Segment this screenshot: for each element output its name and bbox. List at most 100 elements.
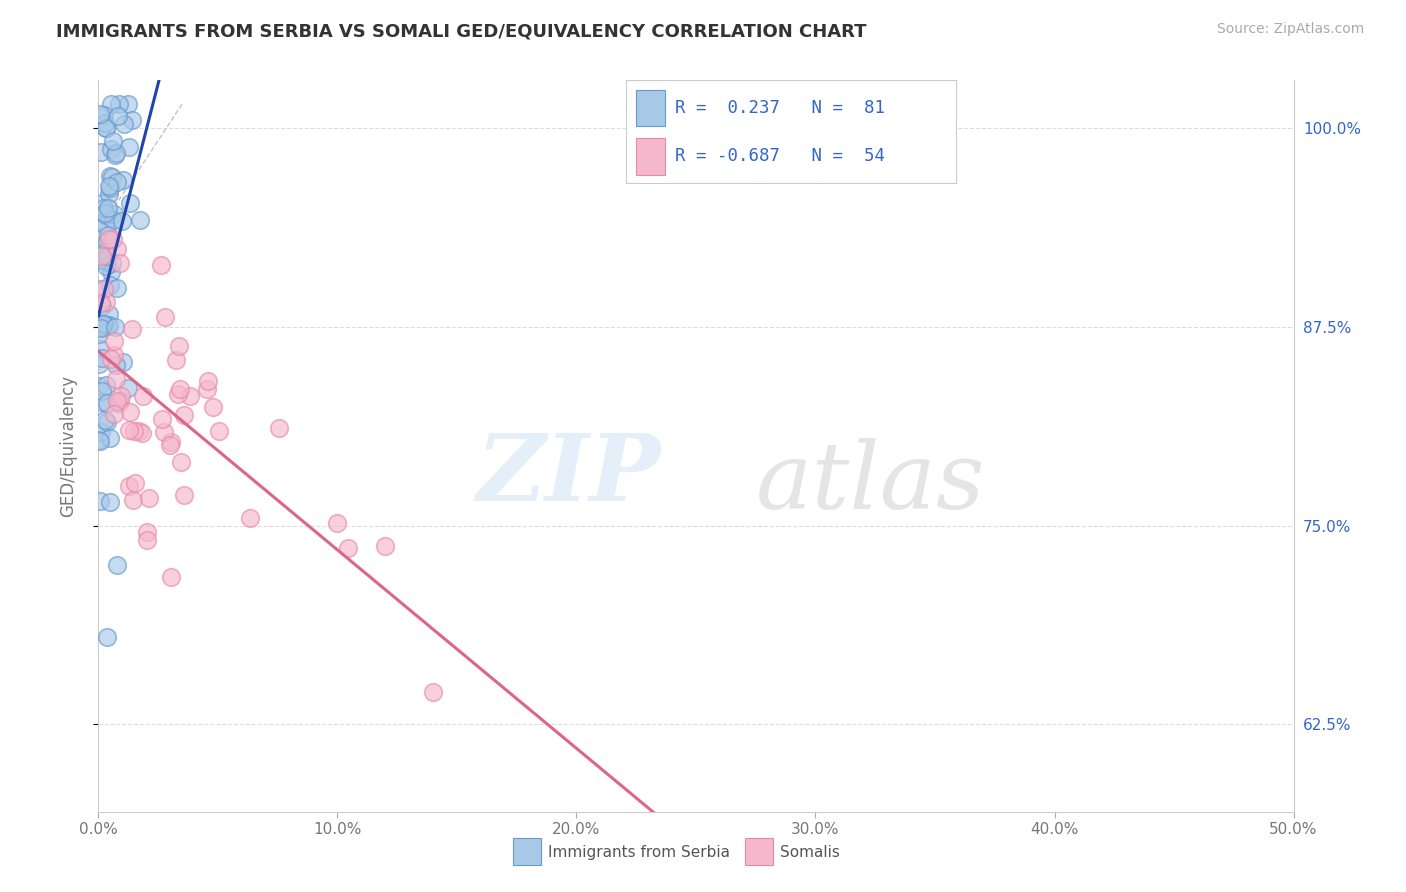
- Point: [326, 516, 349, 530]
- Point: [93, 108, 115, 122]
- Point: [135, 533, 157, 548]
- Point: [104, 145, 127, 160]
- Point: [422, 684, 444, 698]
- Point: [121, 493, 143, 508]
- Point: [108, 393, 131, 408]
- Point: [117, 97, 139, 112]
- Text: atlas: atlas: [756, 438, 986, 527]
- Point: [94, 120, 117, 135]
- Point: [103, 334, 125, 348]
- Point: [120, 195, 142, 210]
- Point: [89, 107, 111, 121]
- Point: [98, 431, 121, 445]
- Point: [173, 408, 195, 422]
- Point: [159, 434, 181, 449]
- Point: [100, 142, 122, 156]
- Point: [97, 232, 120, 246]
- Point: [89, 434, 111, 449]
- Point: [107, 396, 129, 410]
- Point: [96, 395, 118, 409]
- Point: [103, 206, 125, 220]
- Point: [98, 278, 121, 293]
- Point: [97, 318, 120, 333]
- Point: [89, 253, 111, 268]
- Point: [104, 372, 127, 386]
- Point: [96, 415, 118, 429]
- Point: [117, 381, 139, 395]
- Point: [118, 140, 141, 154]
- Point: [100, 169, 122, 184]
- Point: [170, 455, 193, 469]
- Point: [173, 488, 195, 502]
- Point: [91, 195, 114, 210]
- Point: [118, 405, 141, 419]
- Point: [91, 300, 114, 314]
- Point: [91, 384, 114, 398]
- Point: [89, 379, 111, 393]
- Point: [208, 424, 231, 438]
- Point: [167, 387, 190, 401]
- Point: [96, 260, 118, 274]
- Point: [179, 389, 201, 403]
- Point: [103, 348, 125, 362]
- Point: [100, 97, 122, 112]
- Point: [91, 351, 114, 366]
- Point: [96, 249, 118, 263]
- Point: [89, 214, 111, 228]
- Point: [91, 317, 114, 331]
- Point: [195, 382, 218, 396]
- Bar: [636, 89, 665, 127]
- Point: [97, 227, 120, 242]
- Point: [149, 258, 172, 272]
- Point: [89, 342, 111, 356]
- Point: [159, 438, 181, 452]
- Point: [97, 178, 120, 193]
- Point: [105, 393, 128, 408]
- Point: [337, 541, 360, 556]
- Point: [118, 479, 141, 493]
- Point: [96, 255, 118, 269]
- Point: [132, 389, 155, 403]
- Point: [90, 296, 112, 310]
- Bar: [636, 137, 665, 175]
- Point: [94, 378, 117, 392]
- Point: [89, 327, 111, 342]
- Point: [124, 476, 146, 491]
- Text: IMMIGRANTS FROM SERBIA VS SOMALI GED/EQUIVALENCY CORRELATION CHART: IMMIGRANTS FROM SERBIA VS SOMALI GED/EQU…: [56, 22, 866, 40]
- Point: [103, 134, 125, 148]
- Point: [135, 524, 157, 539]
- Point: [267, 420, 290, 434]
- Point: [201, 400, 224, 414]
- Point: [97, 201, 120, 215]
- Point: [96, 208, 118, 222]
- Point: [108, 97, 131, 112]
- Point: [138, 491, 160, 505]
- Point: [98, 308, 121, 322]
- Point: [128, 213, 150, 227]
- Point: [121, 322, 143, 336]
- Point: [110, 389, 132, 403]
- Point: [98, 494, 121, 508]
- Point: [96, 295, 118, 310]
- Point: [153, 425, 176, 439]
- Point: [159, 570, 181, 584]
- Point: [94, 116, 117, 130]
- Point: [90, 320, 112, 334]
- Point: [118, 423, 141, 437]
- Point: [155, 310, 177, 324]
- Text: Immigrants from Serbia: Immigrants from Serbia: [548, 846, 730, 860]
- Point: [105, 281, 128, 295]
- Point: [122, 424, 145, 438]
- Point: [90, 320, 112, 334]
- Point: [94, 245, 117, 260]
- Point: [91, 249, 114, 263]
- Point: [239, 511, 262, 525]
- Point: [94, 413, 117, 427]
- Point: [90, 425, 112, 439]
- Point: [197, 374, 219, 388]
- Point: [91, 395, 114, 409]
- Point: [94, 206, 117, 220]
- Point: [100, 352, 122, 367]
- Point: [128, 424, 150, 438]
- Point: [93, 253, 115, 268]
